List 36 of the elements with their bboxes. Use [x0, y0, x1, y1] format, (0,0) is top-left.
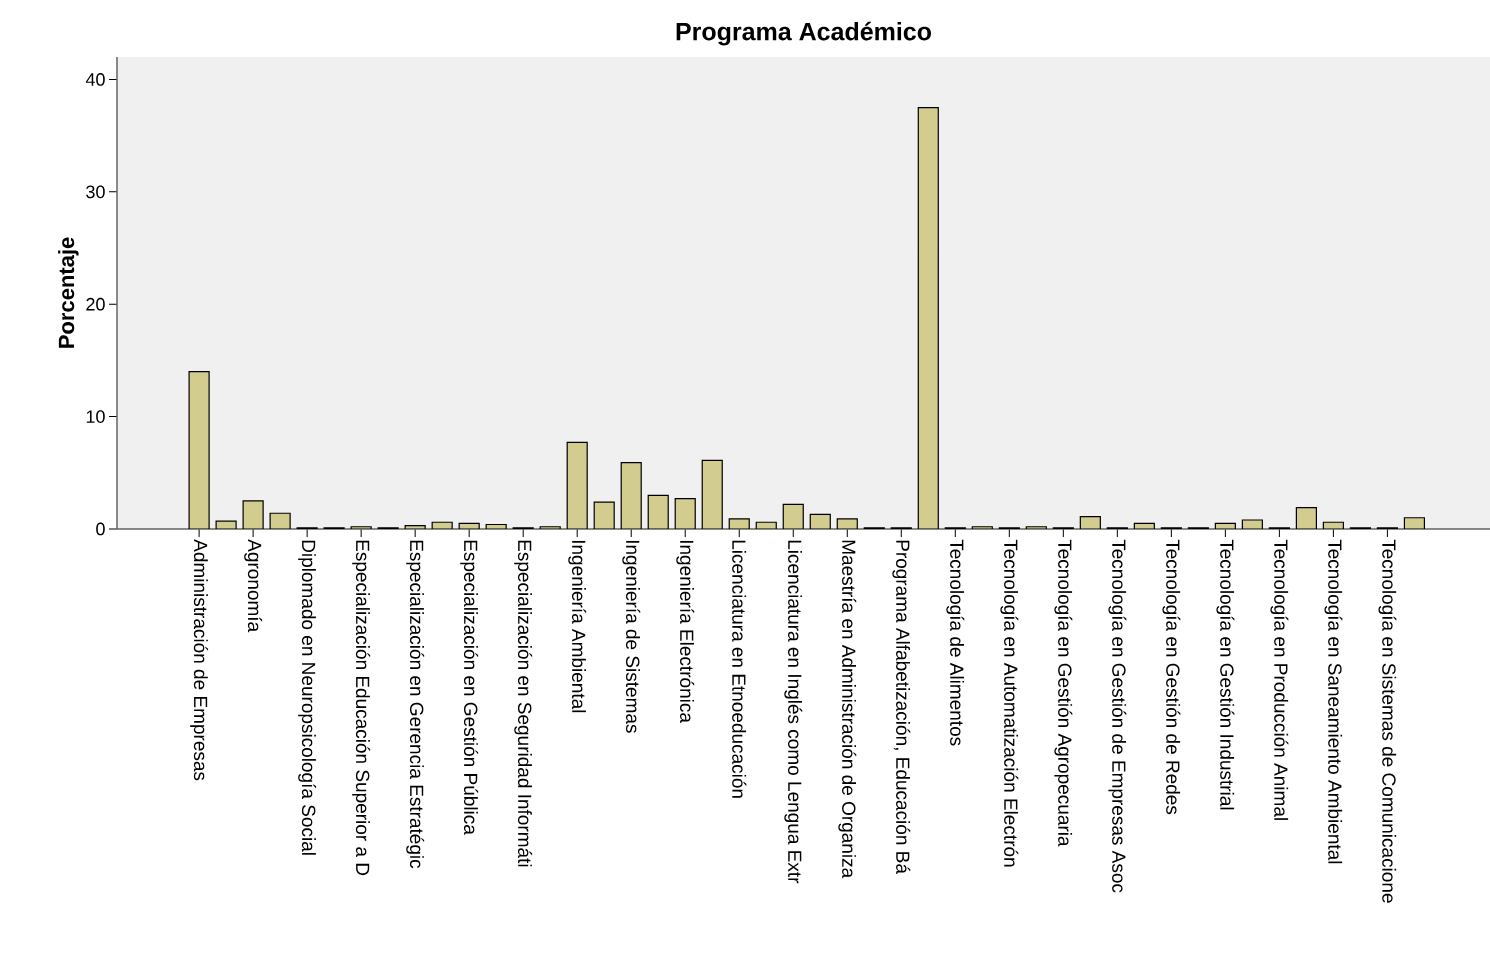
- x-tick-label: Tecnología en Gestión de Empresas Asoc: [1108, 539, 1127, 893]
- bar: [701, 459, 723, 529]
- x-tick-label: Tecnología en Saneamiento Ambiental: [1324, 539, 1343, 864]
- x-tick-label: Maestría en Administración de Organiza: [838, 540, 857, 879]
- x-tick-label: Ingeniería de Sistemas: [622, 540, 641, 733]
- bar: [620, 462, 642, 529]
- bar: [917, 106, 939, 529]
- x-tick-label: Ingeniería Ambiental: [568, 540, 587, 713]
- x-tick-label: Ingeniería Electrónica: [676, 540, 695, 723]
- x-tick-label: Licenciatura en Inglés como Lengua Extr: [784, 540, 803, 884]
- x-tick-label: Tecnología en Producción Animal: [1270, 539, 1289, 820]
- x-tick-label: Tecnología en Gestión de Redes: [1162, 539, 1181, 815]
- y-tick-label: 30: [86, 185, 105, 199]
- x-tick-label: Especialización en Seguridad Informáti: [514, 540, 533, 867]
- x-tick-label: Tecnología en Sistemas de Comunicacione: [1378, 539, 1397, 903]
- x-tick-label: Diplomado en Neuropsicología Social: [298, 540, 317, 855]
- bar: [674, 498, 696, 529]
- y-tick-label: 0: [96, 522, 105, 536]
- x-tick-label: Tecnología en Automatización Electrón: [1000, 539, 1019, 867]
- x-tick-label: Programa Alfabetización, Educación Bá: [892, 540, 911, 874]
- x-tick-label: Especialización en Gestión Pública: [460, 540, 479, 835]
- chart-title: Programa Académico: [676, 21, 932, 46]
- bar: [566, 441, 588, 529]
- bar: [647, 494, 669, 529]
- y-tick-label: 20: [86, 297, 105, 311]
- x-tick-label: Licenciatura en Etnoeducación: [732, 540, 747, 798]
- x-tick-label: Tecnología en Gestión Agropecuaria: [1054, 539, 1073, 847]
- x-tick-label: Tecnología en Gestión Industrial: [1216, 539, 1235, 810]
- x-tick-label: Tecnología de Alimentos: [946, 539, 965, 746]
- y-tick-label: 40: [85, 73, 105, 86]
- y-axis-title: Porcentaje: [58, 237, 79, 348]
- x-tick-label: Administración de Empresas: [190, 539, 209, 781]
- x-tick-label: Especialización en Gerencia Estratégic: [406, 540, 425, 869]
- y-tick-label: 10: [86, 410, 105, 423]
- x-tick-label: Especialización Educación Superior a D: [352, 540, 371, 876]
- x-tick-label: Agronomía: [244, 539, 263, 633]
